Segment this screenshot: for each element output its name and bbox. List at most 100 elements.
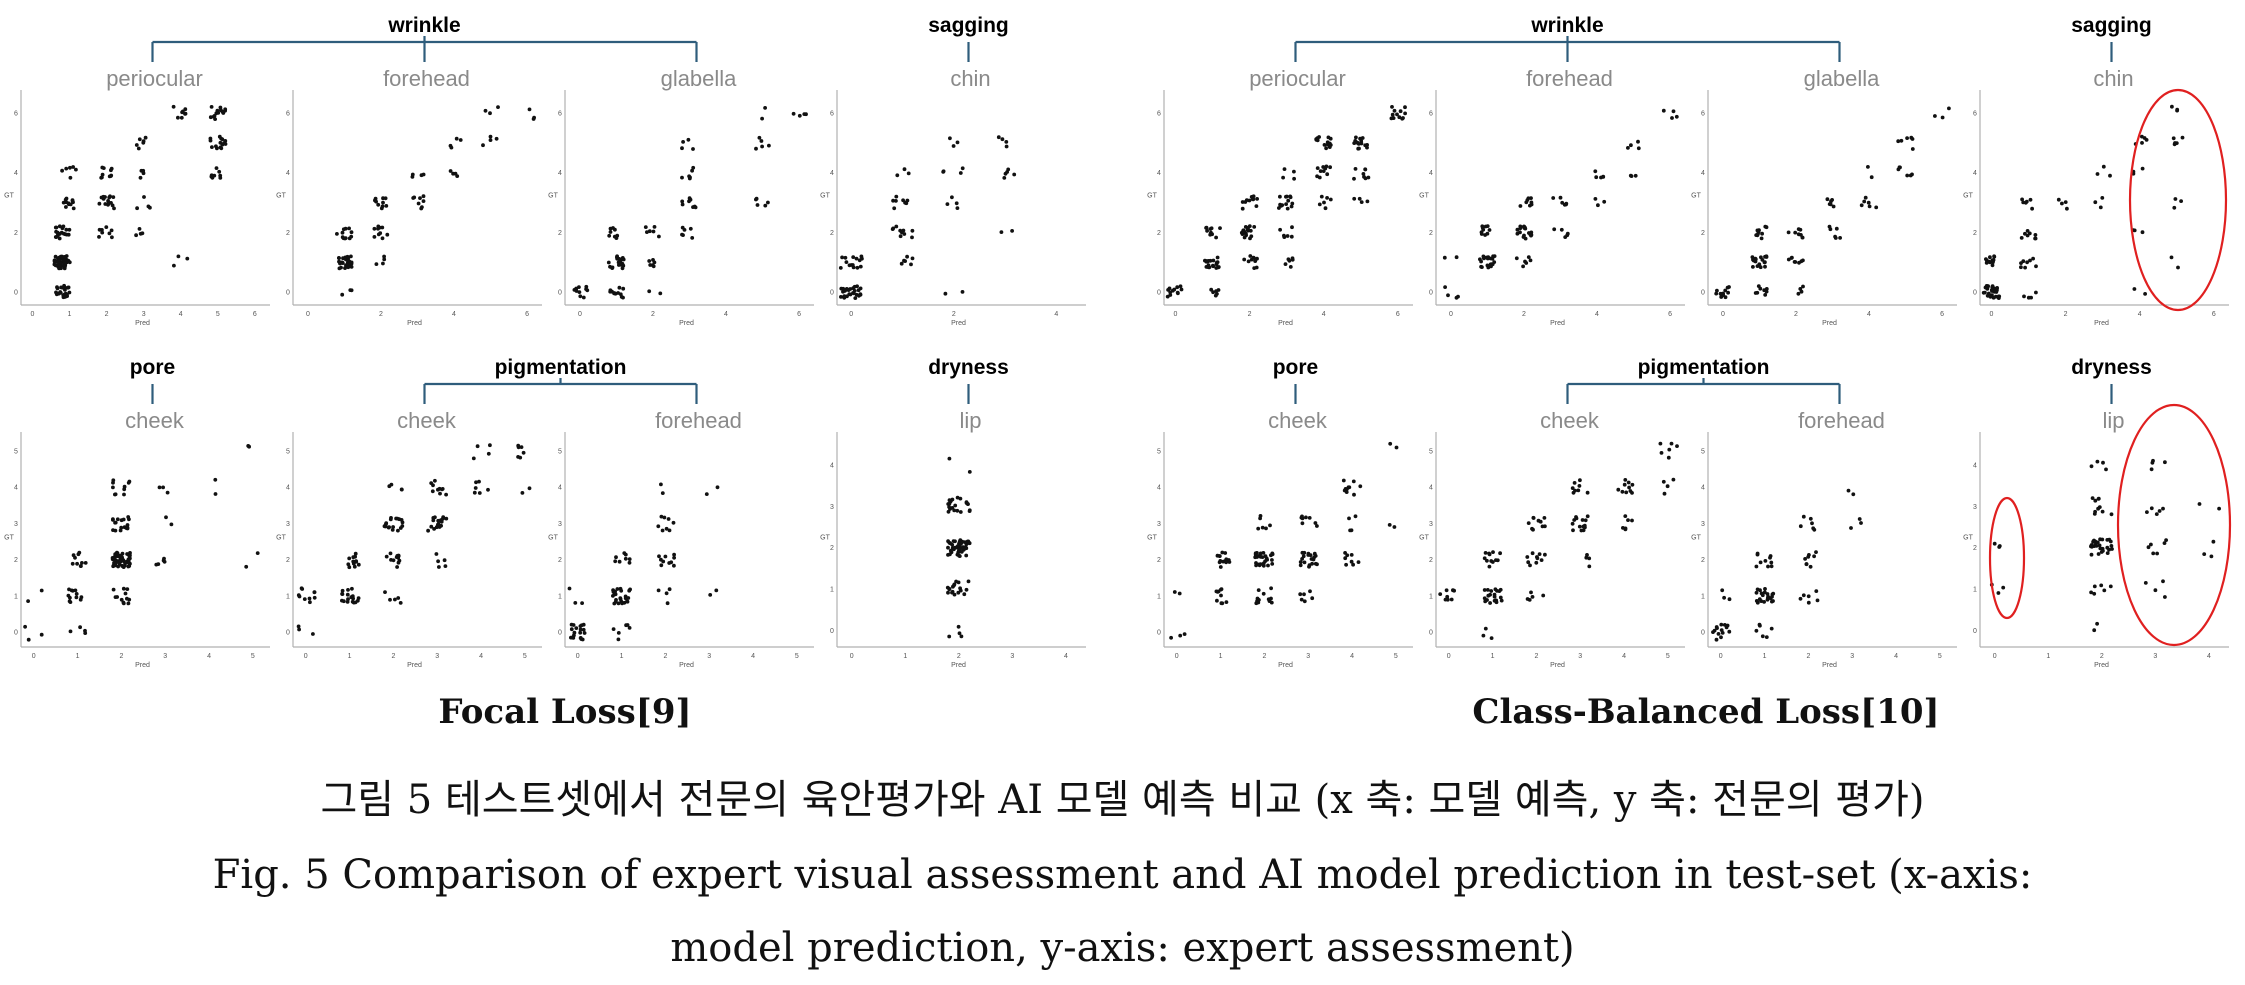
y-tick-label: 5 [286,448,290,455]
data-point [1438,592,1443,596]
data-point [410,172,415,177]
data-point [1725,623,1730,628]
data-point [1217,560,1222,565]
data-point [2105,551,2110,555]
data-point [1808,564,1813,569]
data-point [902,167,907,172]
data-point [619,588,624,593]
data-point [1764,287,1769,291]
data-point [481,143,485,148]
data-point [567,586,572,591]
data-point [945,585,950,590]
data-point [2100,509,2105,514]
data-point [1288,194,1293,199]
data-point [569,622,574,627]
data-point [2157,509,2162,513]
data-point [101,197,106,201]
data-point [690,236,695,240]
data-point [1256,526,1261,531]
data-point [300,587,305,591]
y-tick-label: 2 [1973,230,1977,237]
data-point [1859,203,1864,208]
data-point [1763,264,1767,269]
data-point [391,558,396,563]
data-point [585,288,590,293]
y-tick-label: 0 [558,630,562,637]
data-point [255,551,260,555]
x-axis-label: Pred [951,662,966,669]
data-point [847,292,852,296]
data-point [388,597,392,602]
data-point [1223,551,1228,555]
data-point [2025,233,2030,238]
data-point [488,111,492,116]
data-point [345,592,350,597]
data-point [1456,294,1460,299]
data-point [55,230,60,235]
data-point [715,485,720,490]
x-tick-label: 0 [1989,311,1993,318]
data-point [573,601,578,605]
data-point [374,262,379,266]
y-tick-label: 0 [14,630,18,637]
data-point [134,233,139,238]
x-tick-label: 6 [797,311,801,318]
data-point [1988,260,1992,265]
y-tick-label: 2 [1701,230,1705,237]
data-point [948,136,952,141]
data-point [297,594,302,599]
x-tick-label: 3 [2153,653,2157,660]
y-tick-label: 0 [1973,628,1977,635]
data-point [964,587,969,592]
data-point [421,199,426,204]
data-point [122,484,127,489]
data-point [473,486,478,490]
data-point [1302,560,1307,565]
data-point [999,230,1004,235]
data-point [62,255,67,259]
data-point [2031,256,2035,261]
x-tick-label: 0 [1447,653,1451,660]
data-point [1763,559,1768,563]
x-tick-label: 5 [523,653,527,660]
panel-title-class-balanced-loss: Class-Balanced Loss[10] [1472,692,1940,732]
data-point [1254,204,1259,209]
data-point [1525,198,1530,202]
data-point [1489,262,1494,266]
data-point [1317,202,1322,207]
data-point [213,492,218,496]
group-label-pore: pore [1273,356,1319,379]
data-point [840,255,844,260]
data-point [1282,167,1287,172]
data-point [1480,265,1484,269]
data-point [1292,169,1296,174]
data-point [1560,200,1565,205]
panel-title-focal-loss: Focal Loss[9] [438,692,692,732]
data-point [1792,260,1797,264]
data-point [656,524,661,529]
data-point [687,174,691,179]
data-point [1636,146,1641,151]
data-point [1757,262,1762,267]
data-point [2107,547,2111,552]
data-point [1298,560,1303,564]
y-tick-label: 6 [1157,110,1161,117]
data-point [1322,200,1326,205]
data-point [947,456,952,461]
data-point [437,486,442,491]
data-point [120,555,124,560]
data-point [398,601,403,605]
x-tick-label: 0 [849,311,853,318]
data-point [1361,172,1366,176]
data-point [854,292,859,297]
data-point [1004,140,1009,144]
data-point [1770,594,1774,599]
data-point [1452,588,1456,593]
x-tick-label: 0 [850,653,854,660]
subplot-periocular: 0 2 4 6 0 2 4 6 Pred GT periocular [1147,66,1413,327]
data-point [2149,467,2154,472]
data-point [99,175,104,180]
subplot-cheek: 0 1 2 3 4 5 0 1 2 3 4 5 Pred GT cheek [276,408,542,669]
y-tick-label: 4 [830,170,834,177]
data-point [858,264,863,269]
